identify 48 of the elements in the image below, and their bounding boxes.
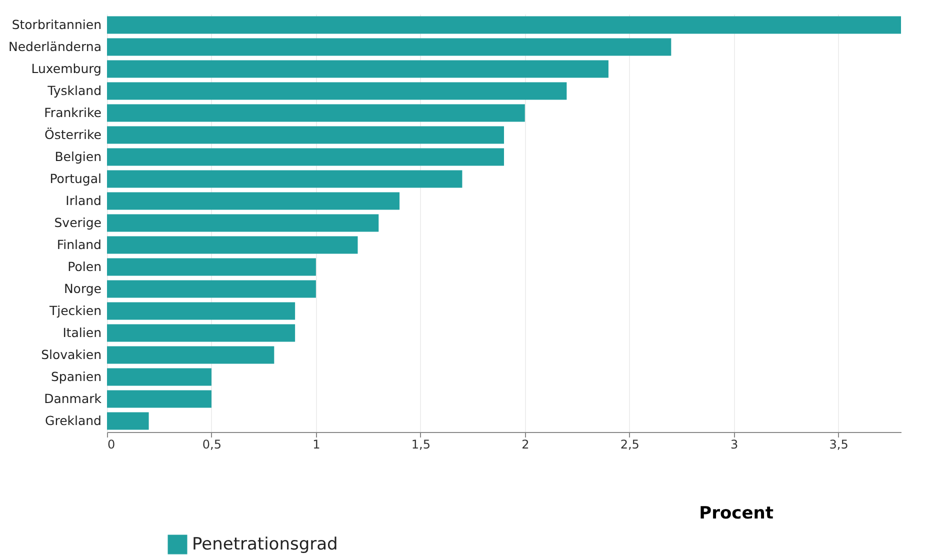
bar [107, 302, 296, 320]
bar [107, 170, 462, 188]
y-tick-label: Sverige [54, 215, 102, 230]
x-axis-title: Procent [699, 504, 774, 524]
bar [107, 324, 296, 342]
bar [107, 60, 608, 78]
bar [107, 82, 567, 100]
y-tick-label: Tyskland [46, 83, 102, 98]
x-tick-label: 1 [312, 438, 320, 452]
x-tick-label: 3 [730, 438, 738, 452]
bar [107, 390, 212, 408]
y-tick-label: Frankrike [44, 105, 102, 120]
x-tick-label: 2 [522, 438, 530, 452]
y-tick-label: Portugal [50, 171, 102, 186]
bar [107, 214, 379, 232]
bar [107, 368, 212, 386]
y-tick-label: Storbritannien [12, 17, 102, 32]
x-tick-label: 2,5 [620, 438, 640, 452]
y-tick-label: Luxemburg [31, 61, 102, 76]
bar [107, 16, 901, 34]
bar [107, 126, 504, 144]
y-tick-label: Spanien [50, 369, 102, 384]
bar [107, 258, 316, 276]
bar [107, 148, 504, 166]
y-tick-label: Polen [68, 259, 102, 274]
bar [107, 104, 525, 122]
x-tick-label: 1,5 [411, 438, 430, 452]
y-tick-label: Grekland [45, 413, 102, 428]
bar [107, 38, 672, 56]
bar [107, 280, 316, 298]
y-tick-label: Finland [56, 237, 102, 252]
legend-label: Penetrationsgrad [192, 534, 338, 554]
bar [107, 192, 400, 210]
y-tick-label: Österrike [44, 127, 102, 142]
y-tick-label: Slovakien [41, 347, 102, 362]
y-tick-label: Nederländerna [8, 39, 102, 54]
x-tick-label: 3,5 [829, 438, 848, 452]
x-tick-label: 0,5 [202, 438, 222, 452]
y-tick-label: Danmark [44, 391, 102, 406]
y-tick-label: Belgien [54, 149, 102, 164]
y-tick-label: Italien [62, 325, 102, 340]
y-tick-label: Norge [64, 281, 102, 296]
y-tick-label: Irland [66, 193, 102, 208]
bar [107, 412, 149, 430]
bar [107, 236, 358, 254]
bar [107, 346, 274, 364]
x-tick-label: 0 [108, 438, 116, 452]
y-tick-label: Tjeckien [48, 303, 102, 318]
